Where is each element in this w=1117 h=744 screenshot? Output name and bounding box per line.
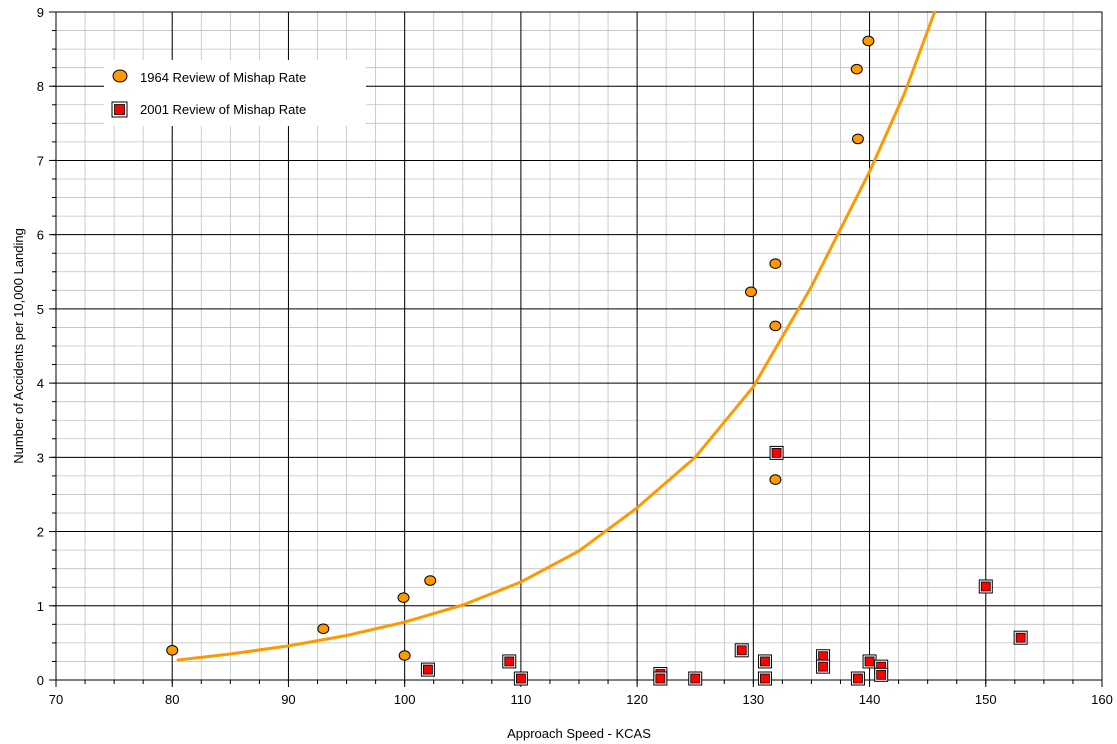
point-2001 <box>513 671 528 686</box>
y-tick-label: 2 <box>37 525 44 540</box>
y-tick-label: 4 <box>37 376 44 391</box>
x-tick-label: 130 <box>742 692 764 707</box>
legend-circle-marker <box>112 69 128 83</box>
point-1964 <box>850 63 863 75</box>
point-2001 <box>978 579 993 594</box>
point-2001 <box>769 445 784 460</box>
marker-square-fill <box>980 581 991 592</box>
x-axis-title: Approach Speed - KCAS <box>507 726 651 741</box>
marker-square-fill <box>864 656 875 667</box>
point-1964 <box>166 645 179 656</box>
point-2001 <box>862 654 877 669</box>
x-tick-label: 150 <box>975 692 997 707</box>
x-tick-label: 80 <box>165 692 179 707</box>
point-2001 <box>734 643 749 658</box>
point-1964 <box>397 592 410 603</box>
legend-label-1964: 1964 Review of Mishap Rate <box>140 70 306 85</box>
point-1964 <box>769 258 782 269</box>
point-2001 <box>850 671 865 686</box>
y-tick-labels: 0 1 2 3 4 5 6 7 8 9 <box>37 5 44 688</box>
marker-square-fill <box>1015 632 1026 643</box>
point-1964 <box>745 286 758 298</box>
marker-square-fill <box>760 656 770 667</box>
marker-square-fill <box>818 661 828 672</box>
y-tick-label: 9 <box>37 5 44 20</box>
point-2001 <box>816 659 831 674</box>
point-2001 <box>502 654 517 669</box>
point-1964 <box>398 650 411 661</box>
marker-square-fill <box>818 651 828 662</box>
y-tick-label: 6 <box>37 228 44 243</box>
marker-square-fill <box>655 673 666 684</box>
x-tick-labels: 70 80 90 100 110 120 130 140 150 160 <box>49 692 1113 707</box>
point-2001 <box>757 671 772 686</box>
point-2001 <box>874 667 889 682</box>
series-layer <box>166 10 1028 686</box>
legend-marker-square <box>111 101 128 118</box>
x-tick-label: 140 <box>859 692 881 707</box>
point-2001 <box>688 671 703 686</box>
point-1964 <box>317 623 330 635</box>
legend-marker-circle <box>112 69 128 83</box>
point-2001 <box>653 671 668 686</box>
legend-square-fill <box>114 104 125 115</box>
x-tick-label: 110 <box>511 692 532 707</box>
y-axis-title: Number of Accidents per 10,000 Landing <box>11 228 26 464</box>
marker-square-fill <box>423 664 433 675</box>
y-tick-label: 3 <box>37 450 44 465</box>
y-tick-label: 5 <box>37 302 44 317</box>
point-2001 <box>420 662 435 677</box>
point-1964 <box>769 474 782 485</box>
x-tick-label: 160 <box>1091 692 1113 707</box>
x-tick-label: 70 <box>49 692 63 707</box>
point-2001 <box>757 654 772 669</box>
point-2001 <box>1013 630 1028 645</box>
legend-label-2001: 2001 Review of Mishap Rate <box>140 102 306 117</box>
marker-square-fill <box>760 673 770 684</box>
point-2001 <box>816 649 831 664</box>
legend: 1964 Review of Mishap Rate 2001 Review o… <box>104 60 366 126</box>
marker-square-fill <box>876 669 887 680</box>
marker-square-fill <box>736 645 747 656</box>
marker-square-fill <box>504 656 515 667</box>
legend-box <box>104 60 366 126</box>
x-tick-label: 90 <box>281 692 295 707</box>
point-1964 <box>851 133 864 145</box>
x-tick-label: 120 <box>626 692 648 707</box>
point-1964 <box>769 320 782 332</box>
point-1964 <box>862 35 875 47</box>
x-tick-label: 100 <box>394 692 416 707</box>
marker-square-fill <box>690 673 701 684</box>
point-1964 <box>424 575 437 586</box>
marker-square-fill <box>771 447 782 458</box>
marker-square-fill <box>853 673 863 684</box>
y-tick-label: 0 <box>37 673 44 688</box>
y-tick-label: 7 <box>37 153 44 168</box>
trend-line <box>176 10 937 662</box>
y-tick-label: 1 <box>37 599 44 614</box>
marker-square-fill <box>515 673 526 684</box>
y-tick-label: 8 <box>37 79 44 94</box>
